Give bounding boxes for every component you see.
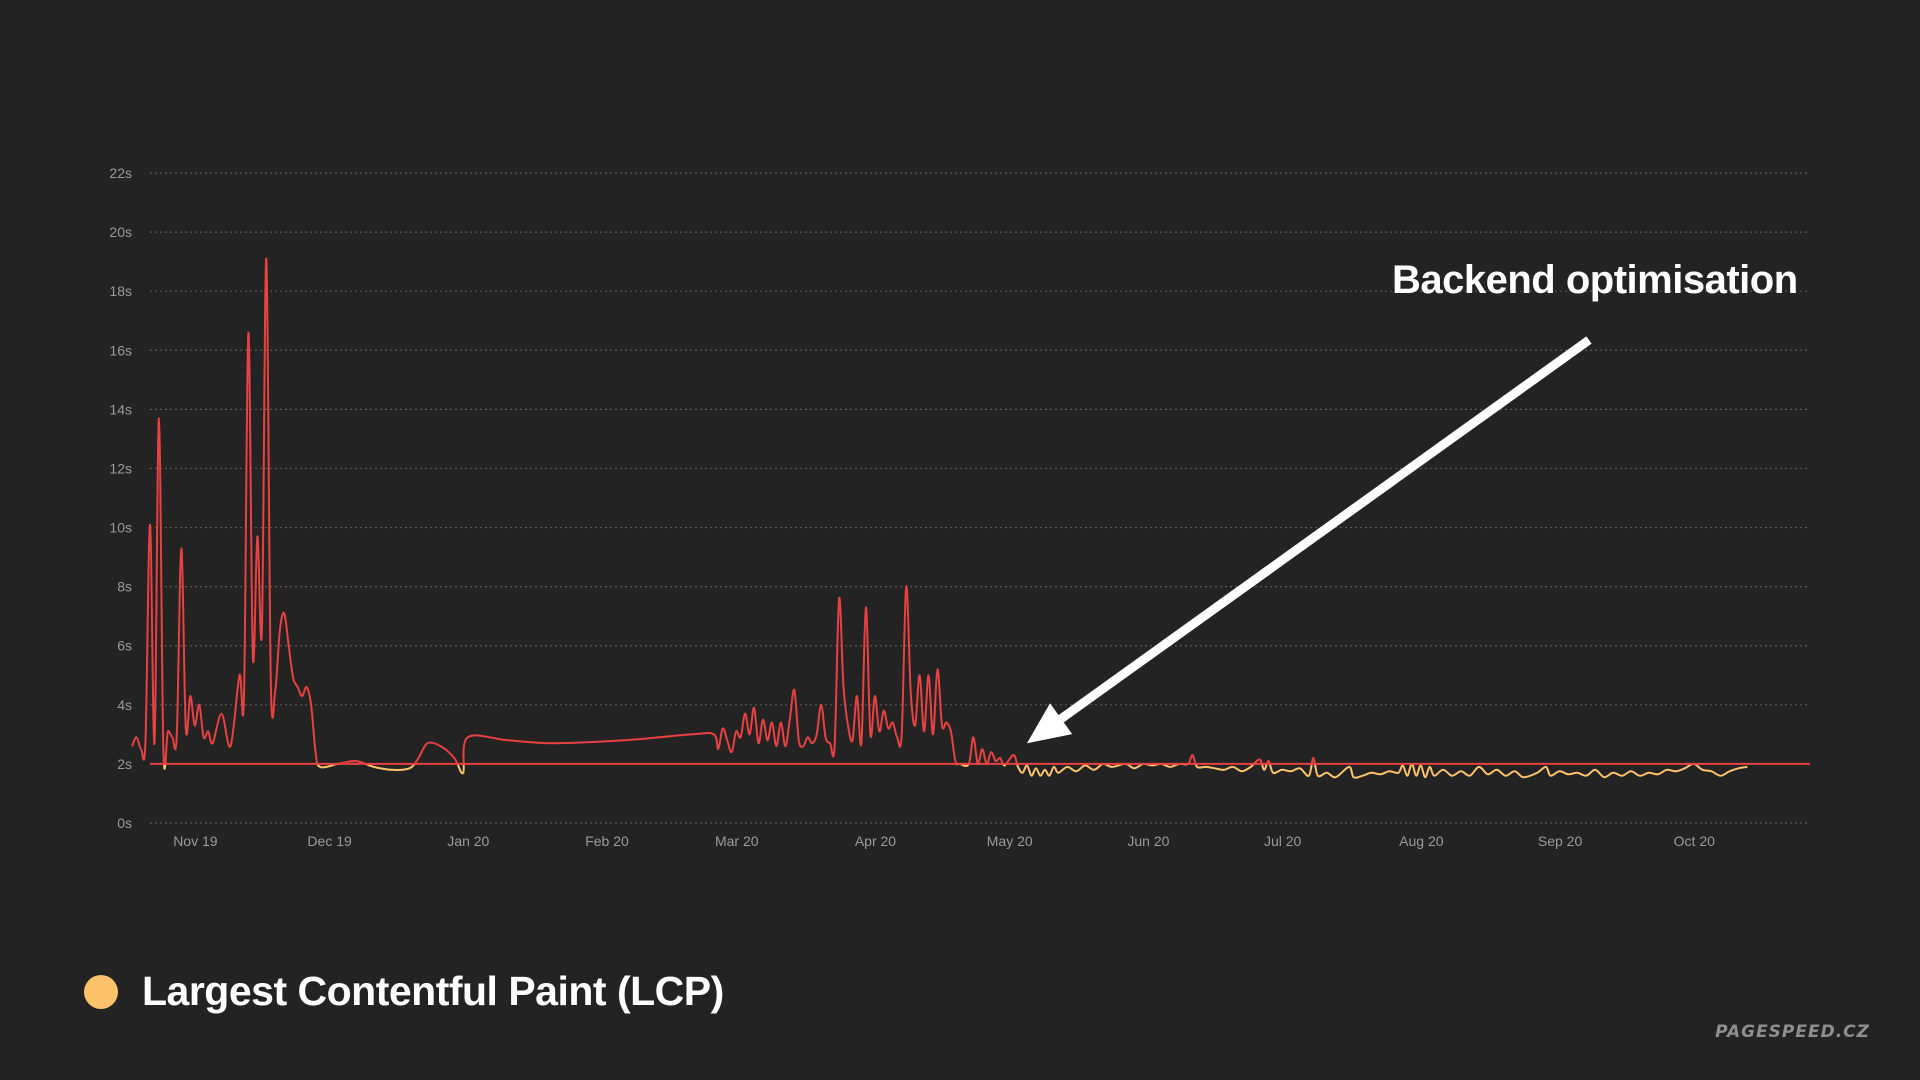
legend-label: Largest Contentful Paint (LCP) (142, 968, 724, 1014)
annotation-label: Backend optimisation (1392, 258, 1798, 302)
legend: Largest Contentful Paint (LCP) (84, 968, 724, 1015)
y-tick-label: 10s (109, 520, 132, 536)
x-tick-label: Aug 20 (1399, 833, 1444, 849)
x-tick-label: Nov 19 (173, 833, 218, 849)
y-tick-label: 18s (109, 283, 132, 299)
y-tick-label: 22s (109, 165, 132, 181)
annotation-arrow-shaft (1058, 336, 1592, 723)
chart-area: 0s 2s 4s 6s 8s 10s 12s 14s 16s 18s 20s 22s Nov 19 Dec… (109, 165, 1810, 849)
x-tick-label: Apr 20 (855, 833, 896, 849)
x-tick-label: Mar 20 (715, 833, 759, 849)
legend-dot-icon (84, 974, 118, 1009)
x-tick-label: Jan 20 (447, 833, 489, 849)
x-tick-label: Feb 20 (585, 833, 629, 849)
x-tick-label: Jul 20 (1264, 833, 1302, 849)
y-tick-label: 16s (109, 342, 132, 358)
x-tick-label: Jun 20 (1127, 833, 1169, 849)
lcp-line-chart: 0s 2s 4s 6s 8s 10s 12s 14s 16s 18s 20s 22s Nov 19 Dec… (109, 165, 1810, 849)
series-line-above-threshold (131, 257, 1697, 764)
y-tick-label: 0s (117, 815, 132, 831)
x-tick-label: May 20 (987, 833, 1033, 849)
x-tick-label: Sep 20 (1538, 833, 1583, 849)
y-tick-label: 6s (117, 638, 132, 654)
y-tick-label: 14s (109, 401, 132, 417)
x-tick-label: Dec 19 (307, 833, 352, 849)
y-tick-label: 4s (117, 697, 132, 713)
y-tick-label: 12s (109, 460, 132, 476)
y-tick-label: 8s (117, 579, 132, 595)
series-line-below-threshold (163, 763, 1748, 779)
y-tick-label: 2s (117, 756, 132, 772)
annotation-arrow-head-icon (1026, 703, 1073, 744)
brand-logo: PAGESPEED.CZ (1715, 1022, 1870, 1042)
x-tick-label: Oct 20 (1674, 833, 1715, 849)
y-tick-label: 20s (109, 224, 132, 240)
